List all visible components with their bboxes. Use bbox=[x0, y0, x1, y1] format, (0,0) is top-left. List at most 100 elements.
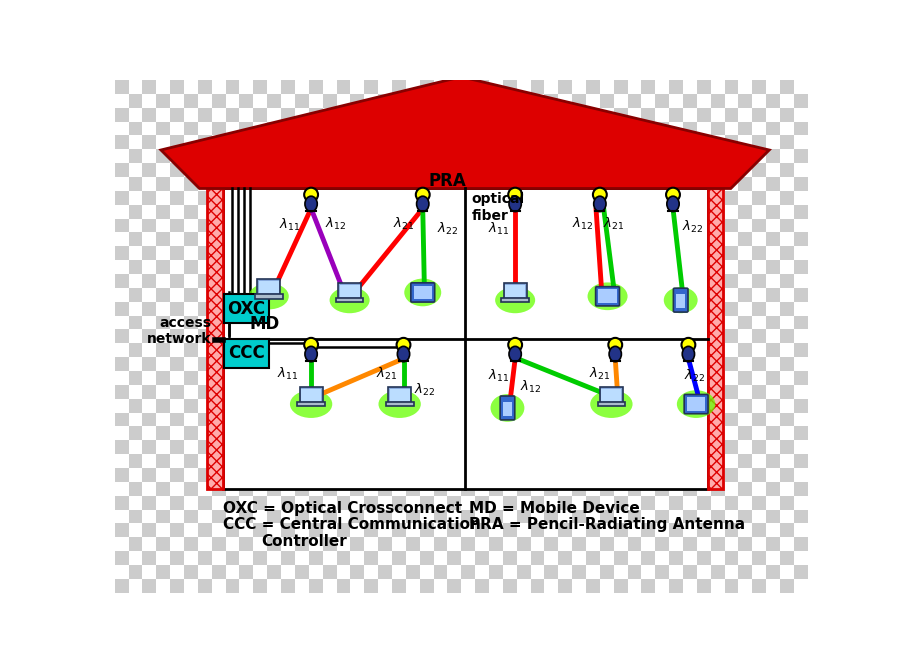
Bar bbox=[406, 288, 419, 302]
Bar bbox=[198, 468, 212, 482]
Bar bbox=[738, 204, 752, 218]
Bar bbox=[627, 509, 642, 523]
Bar bbox=[724, 523, 738, 537]
Bar bbox=[281, 565, 295, 579]
Bar bbox=[586, 288, 599, 302]
Bar bbox=[295, 482, 309, 496]
Bar bbox=[627, 177, 642, 190]
Bar bbox=[212, 302, 226, 316]
Bar bbox=[239, 454, 254, 468]
Bar bbox=[392, 204, 406, 218]
Bar bbox=[475, 468, 489, 482]
Bar bbox=[544, 232, 558, 246]
Bar bbox=[129, 218, 142, 232]
Bar bbox=[697, 371, 711, 385]
Bar bbox=[780, 274, 794, 288]
Bar bbox=[212, 163, 226, 177]
Bar bbox=[558, 149, 572, 163]
Bar bbox=[572, 399, 586, 412]
Bar bbox=[434, 177, 447, 190]
Bar bbox=[157, 121, 170, 135]
Bar bbox=[752, 149, 766, 163]
Bar bbox=[627, 135, 642, 149]
Bar bbox=[683, 274, 697, 288]
Bar bbox=[544, 330, 558, 343]
Bar bbox=[724, 537, 738, 551]
Bar bbox=[752, 412, 766, 426]
Bar bbox=[766, 496, 780, 509]
Bar bbox=[406, 509, 419, 523]
Bar bbox=[170, 246, 184, 260]
Bar bbox=[642, 190, 655, 204]
Bar bbox=[683, 316, 697, 330]
Bar bbox=[683, 440, 697, 454]
Bar bbox=[378, 454, 392, 468]
Bar bbox=[655, 385, 669, 399]
Bar bbox=[558, 496, 572, 509]
Bar bbox=[447, 371, 461, 385]
Bar bbox=[378, 523, 392, 537]
Bar bbox=[503, 399, 517, 412]
Bar bbox=[599, 343, 614, 357]
Bar bbox=[489, 579, 503, 593]
Bar bbox=[198, 426, 212, 440]
Bar bbox=[170, 551, 184, 565]
Ellipse shape bbox=[290, 390, 332, 418]
Bar bbox=[184, 94, 198, 108]
Bar bbox=[794, 440, 808, 454]
Bar bbox=[752, 509, 766, 523]
Bar bbox=[364, 371, 378, 385]
Bar bbox=[505, 285, 526, 297]
Bar bbox=[226, 302, 239, 316]
Bar bbox=[350, 496, 365, 509]
Bar bbox=[683, 371, 697, 385]
Bar bbox=[129, 108, 142, 121]
Bar bbox=[309, 385, 322, 399]
Bar bbox=[115, 357, 129, 371]
Bar bbox=[530, 246, 544, 260]
Bar bbox=[337, 399, 350, 412]
Bar bbox=[711, 232, 724, 246]
Bar bbox=[281, 399, 295, 412]
Bar bbox=[447, 385, 461, 399]
Bar bbox=[627, 330, 642, 343]
Bar bbox=[198, 454, 212, 468]
Bar bbox=[544, 482, 558, 496]
Bar bbox=[157, 260, 170, 274]
Bar bbox=[642, 149, 655, 163]
Ellipse shape bbox=[404, 278, 441, 306]
Bar bbox=[655, 232, 669, 246]
Bar bbox=[115, 288, 129, 302]
Bar bbox=[461, 108, 475, 121]
Bar bbox=[226, 177, 239, 190]
Bar bbox=[544, 440, 558, 454]
Bar bbox=[226, 246, 239, 260]
Bar bbox=[655, 190, 669, 204]
Bar bbox=[295, 163, 309, 177]
Bar bbox=[642, 80, 655, 94]
Bar bbox=[337, 412, 350, 426]
Bar bbox=[378, 343, 392, 357]
Bar bbox=[766, 440, 780, 454]
Bar bbox=[683, 218, 697, 232]
Bar bbox=[419, 426, 434, 440]
Bar bbox=[794, 565, 808, 579]
Bar bbox=[572, 121, 586, 135]
Bar bbox=[378, 177, 392, 190]
Bar bbox=[752, 94, 766, 108]
Bar bbox=[503, 426, 517, 440]
Bar bbox=[697, 177, 711, 190]
Bar bbox=[295, 274, 309, 288]
Bar bbox=[752, 537, 766, 551]
Bar bbox=[364, 260, 378, 274]
Bar bbox=[614, 163, 627, 177]
Bar bbox=[724, 551, 738, 565]
Bar bbox=[738, 163, 752, 177]
Bar bbox=[170, 399, 184, 412]
Bar bbox=[198, 260, 212, 274]
Bar bbox=[170, 385, 184, 399]
Ellipse shape bbox=[305, 346, 318, 362]
Bar bbox=[669, 523, 683, 537]
Bar bbox=[115, 274, 129, 288]
Bar bbox=[794, 551, 808, 565]
